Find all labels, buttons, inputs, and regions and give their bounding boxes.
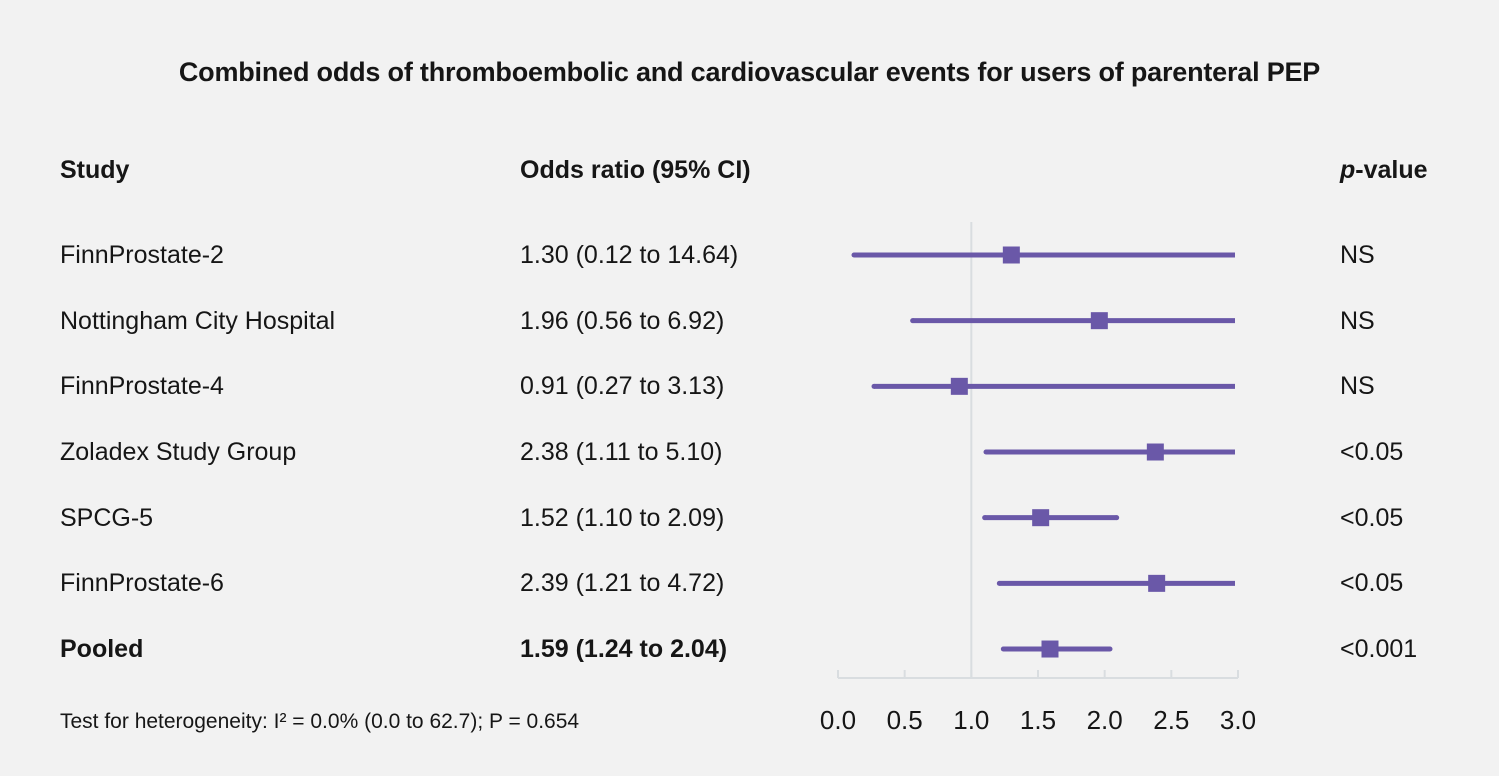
axis-tick-label: 2.5 [1153, 705, 1189, 735]
or-marker [950, 377, 968, 395]
axis-tick-label: 1.0 [953, 705, 989, 735]
ci-cap-left [871, 383, 877, 389]
ci-cap-left [851, 252, 857, 258]
ci-cap-left [1000, 646, 1006, 652]
heterogeneity-note: Test for heterogeneity: I² = 0.0% (0.0 t… [60, 710, 580, 733]
odds-ratio-value: 1.52 (1.10 to 2.09) [520, 503, 725, 532]
ci-cap-left [982, 515, 988, 521]
axis-tick-label: 0.5 [887, 705, 923, 735]
odds-ratio-value: 0.91 (0.27 to 3.13) [520, 372, 725, 401]
p-value: NS [1340, 306, 1375, 335]
or-marker [1041, 640, 1059, 658]
ci-cap-right [1114, 515, 1120, 521]
or-marker [1148, 574, 1166, 592]
odds-ratio-value: 1.59 (1.24 to 2.04) [520, 635, 728, 664]
or-marker [1090, 312, 1108, 330]
or-marker [1032, 509, 1050, 527]
study-label: Zoladex Study Group [60, 438, 297, 466]
axis-tick-label: 2.0 [1087, 705, 1123, 735]
axis-tick-label: 1.5 [1020, 705, 1056, 735]
axis-tick-label: 3.0 [1220, 705, 1256, 735]
odds-ratio-value: 2.38 (1.11 to 5.10) [520, 438, 723, 466]
p-value: <0.001 [1340, 635, 1418, 664]
p-value: <0.05 [1340, 569, 1404, 598]
odds-ratio-value: 1.96 (0.56 to 6.92) [520, 306, 725, 335]
column-header-study: Study [60, 156, 130, 184]
p-value-header-rest: -value [1355, 156, 1428, 184]
odds-ratio-value: 1.30 (0.12 to 14.64) [520, 241, 739, 269]
column-header-p-value: p-value [1340, 155, 1428, 185]
column-header-odds-ratio: Odds ratio (95% CI) [520, 156, 751, 184]
p-value: NS [1340, 372, 1375, 401]
study-label: FinnProstate-6 [60, 569, 224, 598]
odds-ratio-value: 2.39 (1.21 to 4.72) [520, 569, 725, 598]
axis-tick-label: 0.0 [820, 705, 856, 735]
p-value-header-p: p [1340, 156, 1356, 184]
p-value: <0.05 [1340, 438, 1404, 466]
study-label: Pooled [60, 635, 144, 664]
page-title: Combined odds of thromboembolic and card… [178, 57, 1321, 87]
ci-cap-left [996, 580, 1002, 586]
study-label: SPCG-5 [60, 503, 154, 532]
ci-cap-left [910, 318, 916, 324]
or-marker [1146, 443, 1164, 461]
ci-cap-left [983, 449, 989, 455]
study-label: FinnProstate-2 [60, 241, 224, 269]
p-value: NS [1340, 241, 1375, 269]
study-label: Nottingham City Hospital [60, 306, 336, 335]
study-label: FinnProstate-4 [60, 372, 224, 401]
ci-cap-right [1107, 646, 1113, 652]
or-marker [1002, 246, 1020, 264]
p-value: <0.05 [1340, 503, 1404, 532]
